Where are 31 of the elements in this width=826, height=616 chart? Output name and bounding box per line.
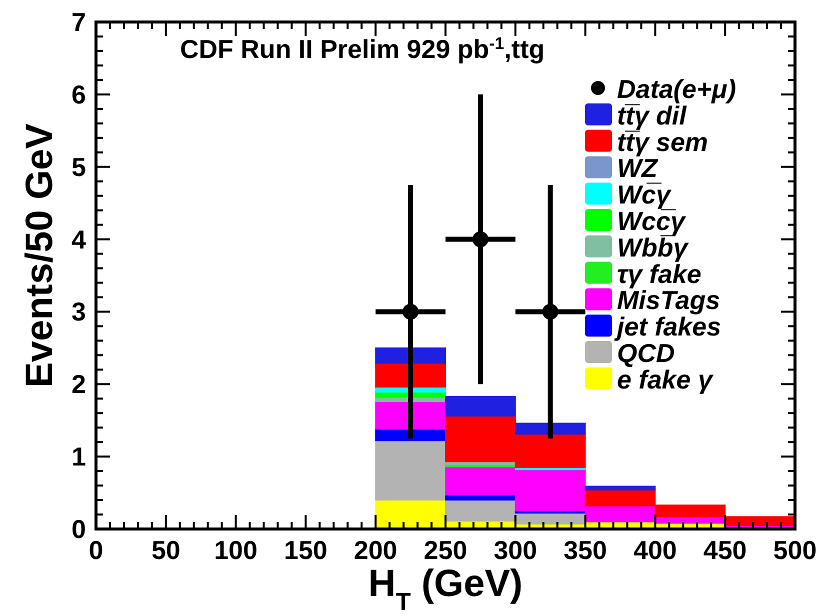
- y-tick-label: 2: [72, 369, 86, 400]
- x-tick-label: 50: [151, 535, 180, 565]
- x-tick-label: 450: [703, 535, 747, 565]
- x-tick-label: 200: [354, 535, 398, 565]
- x-tick-label: 400: [634, 535, 677, 565]
- y-tick-label: 3: [72, 296, 86, 327]
- x-tick-label: 100: [214, 535, 258, 565]
- y-tick-label: 4: [72, 224, 87, 254]
- x-axis-title: H$_{T}$ (GeV): [368, 563, 523, 616]
- bar: [514, 422, 586, 435]
- x-tick-label: 350: [564, 535, 607, 565]
- legend-label: Wc̅γ: [617, 180, 672, 210]
- y-tick-label: 7: [72, 7, 86, 37]
- bar: [375, 347, 446, 364]
- bar: [724, 516, 796, 526]
- text: CDF Run II Prelim 929 pb$^{-1}$,ttg: [180, 34, 545, 64]
- y-tick-label: 6: [72, 79, 86, 110]
- x-tick-label: 150: [284, 535, 328, 565]
- bar: [375, 362, 446, 388]
- legend-label: Data(e+μ): [617, 74, 736, 104]
- x-tick-label: 500: [773, 535, 817, 565]
- bar: [375, 440, 446, 501]
- y-axis-title: Events/50 GeV: [19, 122, 61, 388]
- y-tick-label: 1: [72, 442, 86, 472]
- y-tick-label: 5: [72, 152, 86, 182]
- x-tick-label: 300: [494, 535, 538, 565]
- bar: [584, 486, 656, 490]
- bar: [445, 396, 516, 417]
- bar: [375, 500, 446, 530]
- x-tick-label: 250: [424, 535, 468, 565]
- y-tick-label: 0: [72, 514, 86, 544]
